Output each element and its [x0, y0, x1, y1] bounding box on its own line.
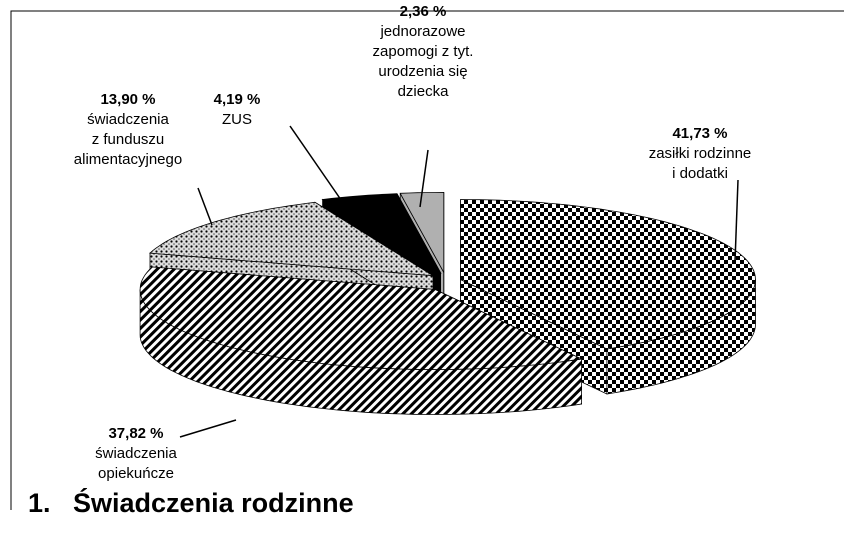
slice-name: urodzenia się — [378, 63, 467, 80]
slice-name: zapomogi z tyt. — [373, 43, 474, 60]
slice-name: zasiłki rodzinne — [649, 145, 752, 162]
slice — [139, 266, 583, 415]
slice-top — [460, 199, 756, 350]
value-label: 37,82 % — [108, 425, 163, 442]
pie — [139, 191, 756, 415]
value-label: 2,36 % — [400, 3, 447, 20]
slice-name: z funduszu — [92, 131, 165, 148]
leader-line — [289, 125, 349, 211]
value-label: 4,19 % — [214, 91, 261, 108]
leader-line — [734, 179, 739, 263]
slice-name: i dodatki — [672, 165, 728, 182]
slice-name: opiekuńcze — [98, 465, 174, 482]
value-label: 41,73 % — [672, 125, 727, 142]
slice-name: świadczenia — [95, 445, 177, 462]
slice-name: ZUS — [222, 111, 252, 128]
slice-top — [321, 193, 442, 274]
chart-title: 1. Świadczenia rodzinne — [28, 487, 354, 518]
slice-name: alimentacyjnego — [74, 151, 182, 168]
leader-line — [419, 149, 429, 208]
slice-name: jednorazowe — [379, 23, 465, 40]
value-label: 13,90 % — [100, 91, 155, 108]
slice-name: dziecka — [398, 83, 450, 100]
slice-name: świadczenia — [87, 111, 169, 128]
leader-line — [197, 187, 213, 226]
slice-top — [139, 266, 583, 370]
frame — [10, 10, 844, 510]
leader-line — [179, 419, 237, 438]
